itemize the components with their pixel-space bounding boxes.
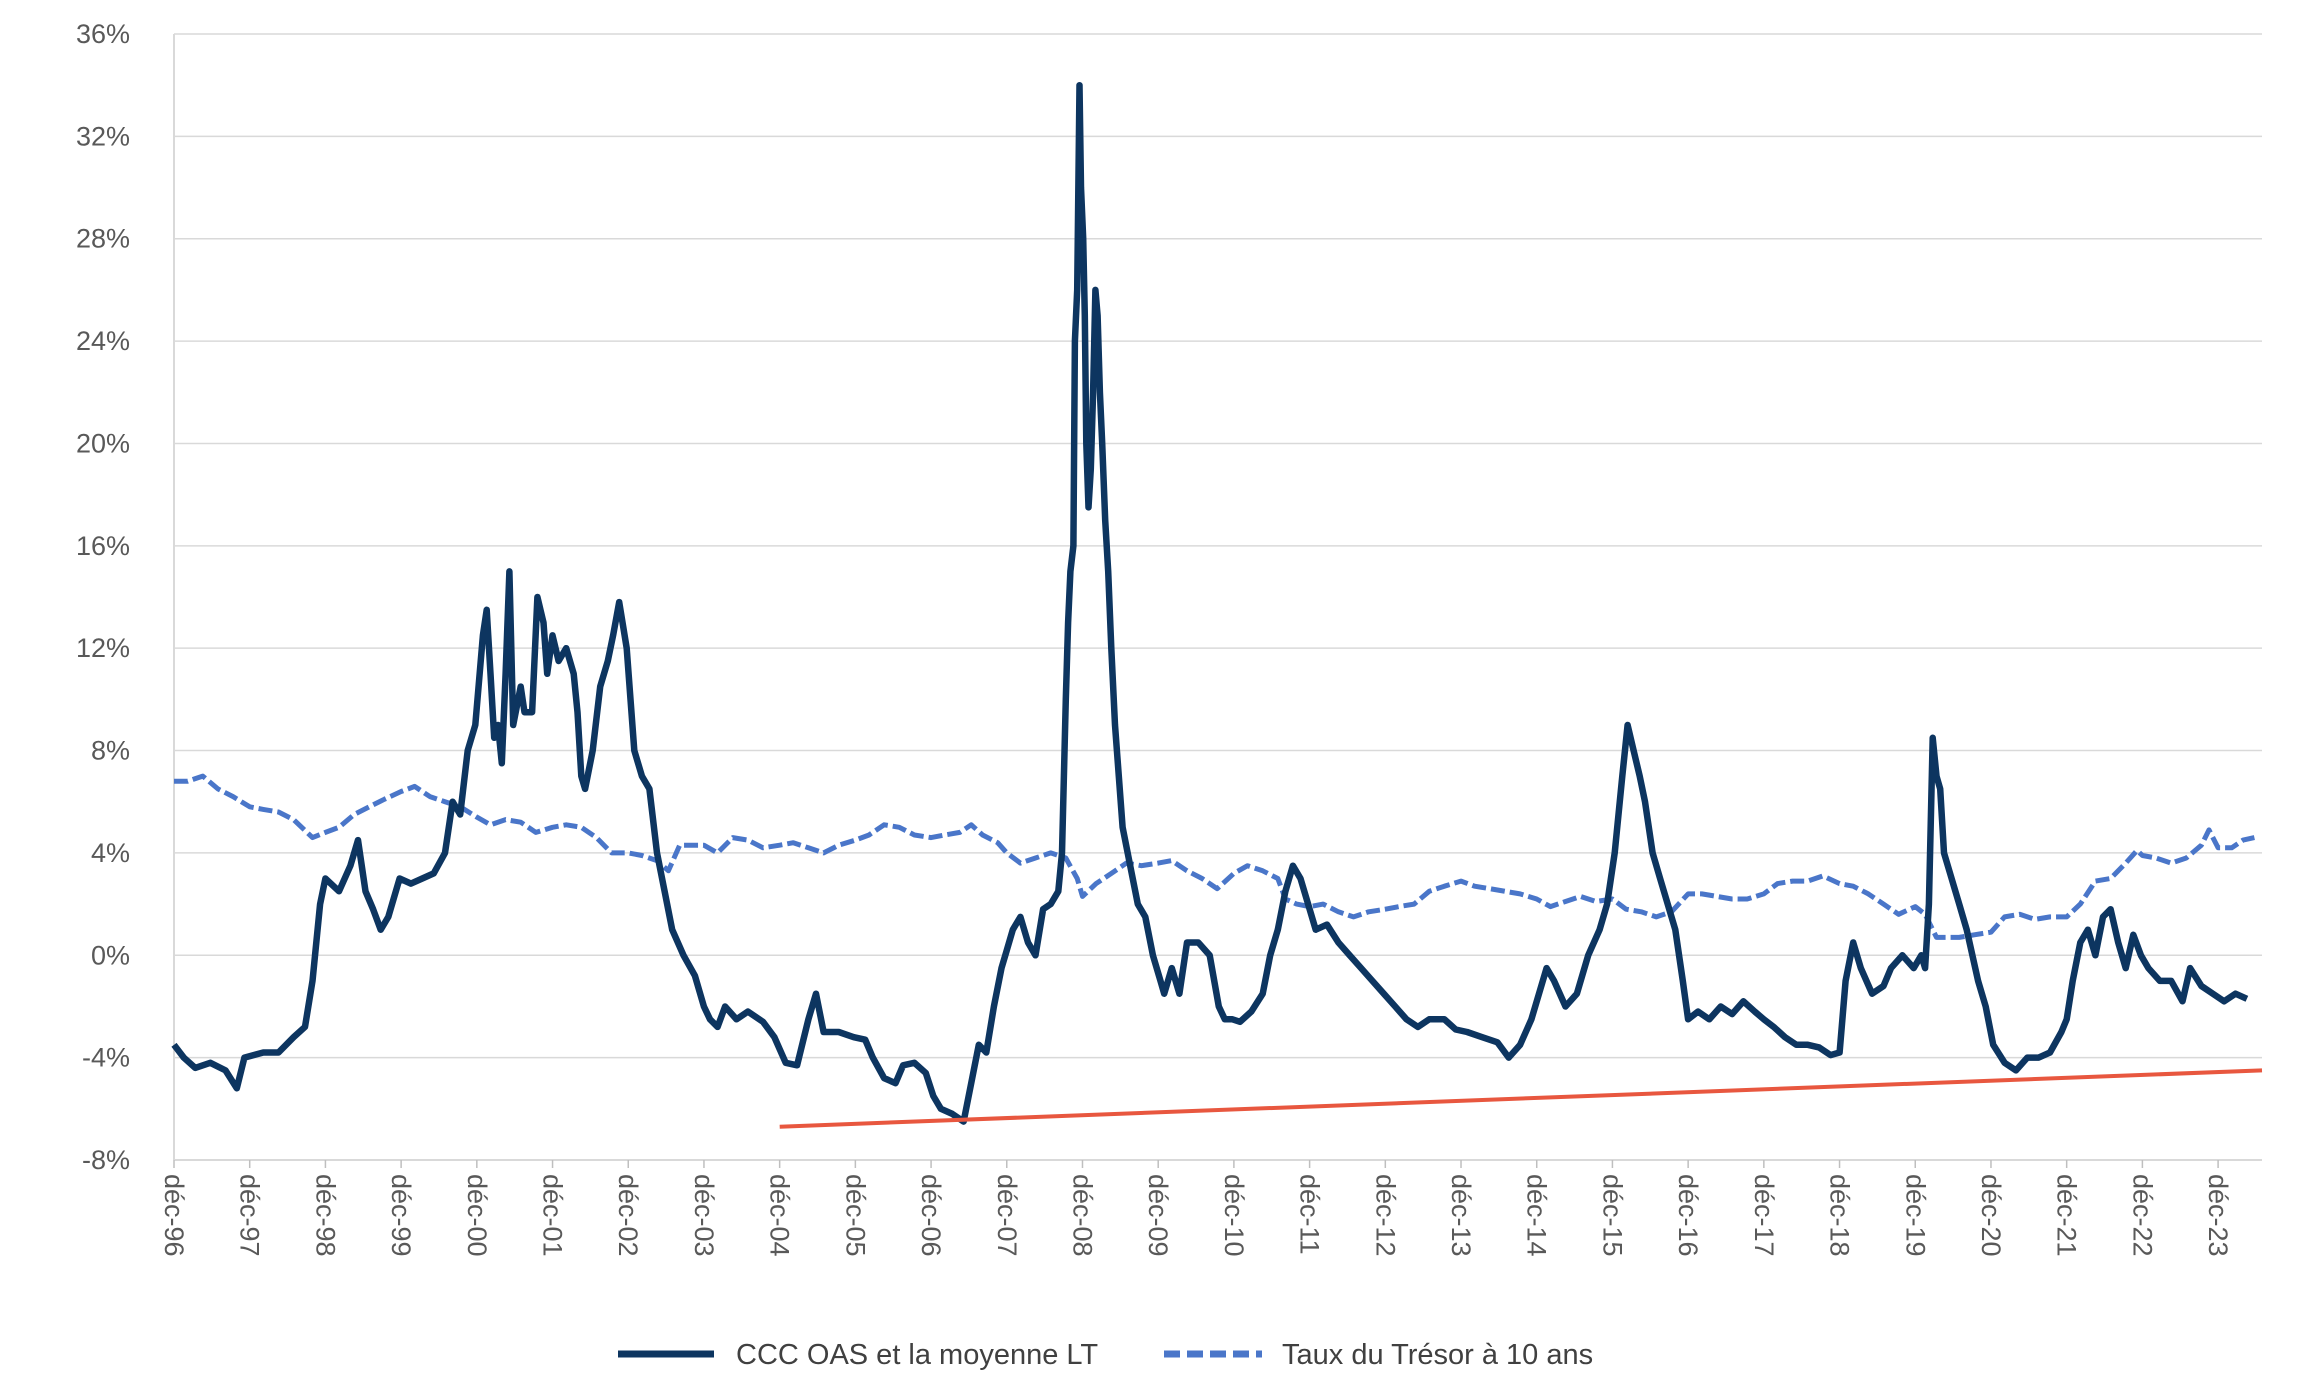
x-tick-label: déc-19 — [1900, 1174, 1930, 1257]
x-tick-label: déc-22 — [2127, 1174, 2157, 1257]
x-tick-label: déc-07 — [992, 1174, 1022, 1257]
legend: CCC OAS et la moyenne LT Taux du Trésor … — [618, 1339, 1593, 1371]
y-tick-label: 32% — [76, 121, 130, 151]
x-tick-label: déc-02 — [613, 1174, 643, 1257]
x-tick-label: déc-23 — [2203, 1174, 2233, 1257]
x-tick-label: déc-17 — [1749, 1174, 1779, 1257]
y-tick-label: -8% — [82, 1145, 130, 1175]
x-tick-label: déc-03 — [689, 1174, 719, 1257]
y-tick-label: 28% — [76, 224, 130, 254]
y-tick-label: 36% — [76, 19, 130, 49]
x-tick-label: déc-21 — [2052, 1174, 2082, 1257]
gridlines — [173, 33, 2262, 1161]
x-tick-label: déc-97 — [235, 1174, 265, 1257]
y-tick-label: -4% — [82, 1043, 130, 1073]
series-lines — [171, 81, 2263, 1129]
x-tick-label: déc-08 — [1067, 1174, 1097, 1257]
y-tick-label: 8% — [91, 736, 130, 766]
x-tick-label: déc-13 — [1446, 1174, 1476, 1257]
x-tick-label: déc-96 — [159, 1174, 189, 1257]
treasury-10y-line — [174, 773, 2255, 940]
x-tick-label: déc-99 — [386, 1174, 416, 1257]
x-tick-label: déc-05 — [840, 1174, 870, 1257]
x-tick-label: déc-04 — [765, 1174, 795, 1257]
y-tick-label: 12% — [76, 633, 130, 663]
x-tick-label: déc-15 — [1597, 1174, 1627, 1257]
y-tick-label: 24% — [76, 326, 130, 356]
legend-ccc-label: CCC OAS et la moyenne LT — [736, 1339, 1098, 1371]
x-tick-label: déc-06 — [916, 1174, 946, 1257]
x-tick-label: déc-16 — [1673, 1174, 1703, 1257]
ccc-oas-line — [171, 81, 2249, 1125]
legend-treasury-label: Taux du Trésor à 10 ans — [1282, 1339, 1593, 1371]
x-tick-label: déc-12 — [1370, 1174, 1400, 1257]
y-tick-label: 4% — [91, 838, 130, 868]
y-tick-label: 16% — [76, 531, 130, 561]
x-tick-label: déc-11 — [1295, 1174, 1325, 1255]
x-tick-label: déc-00 — [462, 1174, 492, 1257]
x-tick-label: déc-10 — [1219, 1174, 1249, 1257]
x-axis-ticks: déc-96 déc-97 déc-98 déc-99 déc-00 déc-01 déc-… — [159, 1160, 2233, 1257]
trend-line — [779, 1068, 2263, 1129]
x-tick-label: déc-20 — [1976, 1174, 2006, 1257]
x-tick-label: déc-09 — [1143, 1174, 1173, 1257]
y-tick-label: 20% — [76, 428, 130, 458]
x-tick-label: déc-18 — [1825, 1174, 1855, 1257]
y-tick-label: 0% — [91, 940, 130, 970]
x-tick-label: déc-14 — [1522, 1174, 1552, 1257]
x-tick-label: déc-98 — [310, 1174, 340, 1257]
x-tick-label: déc-01 — [538, 1174, 568, 1257]
y-axis-ticks: -8% -4% 0% 4% 8% 12% 16% 20% 24% 28% 32% 36% — [76, 19, 130, 1175]
